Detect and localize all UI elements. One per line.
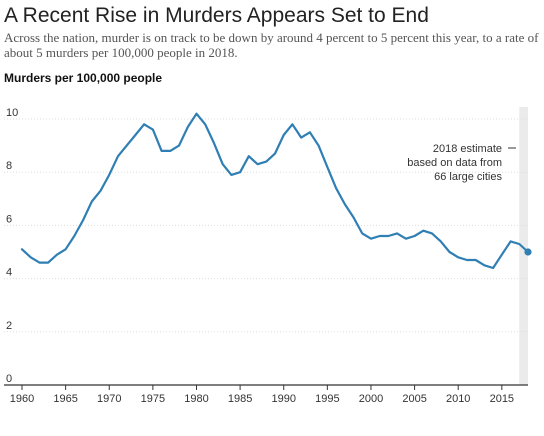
x-tick-label: 1995 xyxy=(315,393,339,405)
estimate-point xyxy=(524,248,532,256)
data-point xyxy=(317,144,319,146)
data-point xyxy=(501,253,503,255)
data-point xyxy=(335,187,337,189)
chart-title: A Recent Rise in Murders Appears Set to … xyxy=(4,4,429,27)
data-point xyxy=(405,238,407,240)
data-point xyxy=(91,200,93,202)
data-point xyxy=(483,264,485,266)
data-point xyxy=(73,235,75,237)
data-point xyxy=(492,267,494,269)
data-point xyxy=(283,134,285,136)
data-point xyxy=(422,230,424,232)
data-point xyxy=(326,166,328,168)
y-tick-label: 0 xyxy=(6,373,12,385)
data-point xyxy=(378,235,380,237)
data-point xyxy=(396,232,398,234)
x-tick-label: 2015 xyxy=(490,393,514,405)
y-tick-label: 2 xyxy=(6,320,12,332)
data-point xyxy=(134,134,136,136)
data-point xyxy=(125,144,127,146)
y-tick-label: 4 xyxy=(6,267,12,279)
data-point xyxy=(387,235,389,237)
data-point xyxy=(291,123,293,125)
x-tick-label: 2000 xyxy=(359,393,383,405)
data-point xyxy=(248,155,250,157)
data-point xyxy=(213,142,215,144)
x-tick-label: 1970 xyxy=(97,393,121,405)
data-point xyxy=(108,174,110,176)
annotation-text: 2018 estimate xyxy=(433,143,502,155)
annotation-text: based on data from xyxy=(407,157,502,169)
data-point xyxy=(169,150,171,152)
data-point xyxy=(204,123,206,125)
data-point xyxy=(143,123,145,125)
data-point xyxy=(466,259,468,261)
data-point xyxy=(21,248,23,250)
y-tick-label: 8 xyxy=(6,160,12,172)
x-tick-label: 1960 xyxy=(10,393,34,405)
data-point xyxy=(178,144,180,146)
data-point xyxy=(509,240,511,242)
x-tick-label: 1980 xyxy=(184,393,208,405)
data-point xyxy=(195,112,197,114)
data-point xyxy=(352,216,354,218)
data-point xyxy=(431,232,433,234)
data-point xyxy=(361,232,363,234)
data-point xyxy=(99,190,101,192)
y-axis-label: Murders per 100,000 people xyxy=(4,71,163,85)
data-point xyxy=(370,238,372,240)
data-point xyxy=(448,251,450,253)
estimate-band xyxy=(519,107,528,385)
data-point xyxy=(256,163,258,165)
x-tick-label: 2010 xyxy=(446,393,470,405)
data-point xyxy=(300,136,302,138)
data-point xyxy=(152,128,154,130)
data-point xyxy=(413,235,415,237)
data-point xyxy=(474,259,476,261)
data-point xyxy=(64,248,66,250)
data-point xyxy=(82,219,84,221)
x-tick-label: 2005 xyxy=(402,393,426,405)
data-point xyxy=(56,253,58,255)
data-point xyxy=(265,160,267,162)
data-point xyxy=(221,163,223,165)
x-tick-label: 1975 xyxy=(141,393,165,405)
data-point xyxy=(440,240,442,242)
data-point xyxy=(47,261,49,263)
annotation-text: 66 large cities xyxy=(434,171,502,183)
data-point xyxy=(457,256,459,258)
data-point xyxy=(518,243,520,245)
series-line xyxy=(20,112,530,270)
data-point xyxy=(160,150,162,152)
data-point xyxy=(38,261,40,263)
data-point xyxy=(344,203,346,205)
y-tick-label: 10 xyxy=(6,107,18,119)
data-point xyxy=(117,155,119,157)
x-tick-label: 1965 xyxy=(53,393,77,405)
data-point xyxy=(309,131,311,133)
data-point xyxy=(274,152,276,154)
y-tick-label: 6 xyxy=(6,213,12,225)
chart-subtitle: Across the nation, murder is on track to… xyxy=(4,30,539,60)
data-point xyxy=(230,174,232,176)
x-tick-label: 1985 xyxy=(228,393,252,405)
data-point xyxy=(187,126,189,128)
data-point xyxy=(239,171,241,173)
x-tick-label: 1990 xyxy=(271,393,295,405)
data-point xyxy=(30,256,32,258)
